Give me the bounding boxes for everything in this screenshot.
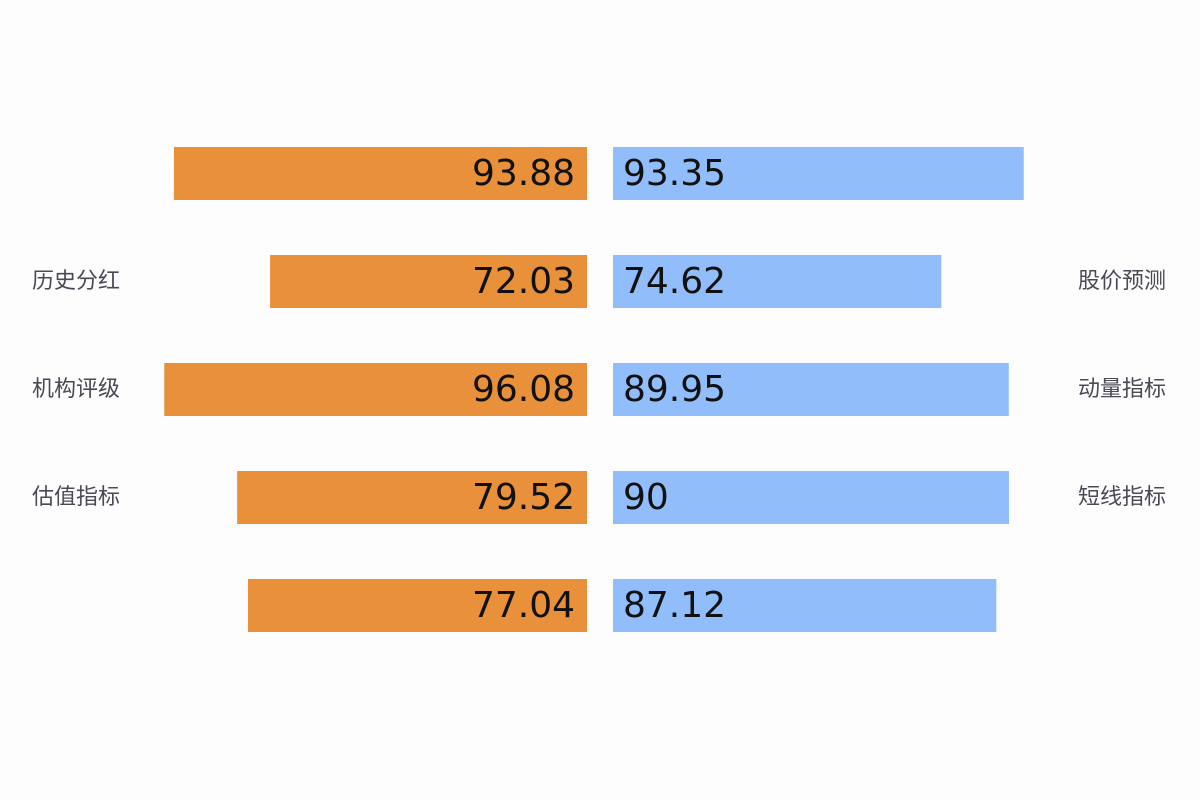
left-category-label: 历史分红 <box>32 269 120 294</box>
right-bar <box>613 363 1009 416</box>
right-bar-value-label: 93.35 <box>623 153 726 194</box>
right-bar <box>613 579 997 632</box>
left-bar-value-label: 93.88 <box>472 153 575 194</box>
left-category-label: 估值指标 <box>32 485 120 510</box>
left-bar <box>270 255 587 308</box>
right-category-label: 动量指标 <box>1078 377 1166 402</box>
left-bar <box>237 471 587 524</box>
left-bar-value-label: 96.08 <box>472 369 575 410</box>
left-bar-value-label: 72.03 <box>472 261 575 302</box>
left-bar <box>248 579 588 632</box>
right-bar-value-label: 74.62 <box>623 261 726 302</box>
right-bar <box>613 147 1024 200</box>
right-bar-value-label: 90 <box>623 477 669 518</box>
right-bar-value-label: 87.12 <box>623 585 726 626</box>
right-bar <box>613 255 942 308</box>
right-bar-value-label: 89.95 <box>623 369 726 410</box>
left-bar-value-label: 77.04 <box>472 585 575 626</box>
right-category-label: 短线指标 <box>1078 485 1166 510</box>
right-bar <box>613 471 1009 524</box>
left-bar <box>173 147 588 200</box>
left-bar <box>164 363 588 416</box>
right-category-label: 股价预测 <box>1078 269 1166 294</box>
left-category-label: 机构评级 <box>32 377 120 402</box>
left-bar-value-label: 79.52 <box>472 477 575 518</box>
